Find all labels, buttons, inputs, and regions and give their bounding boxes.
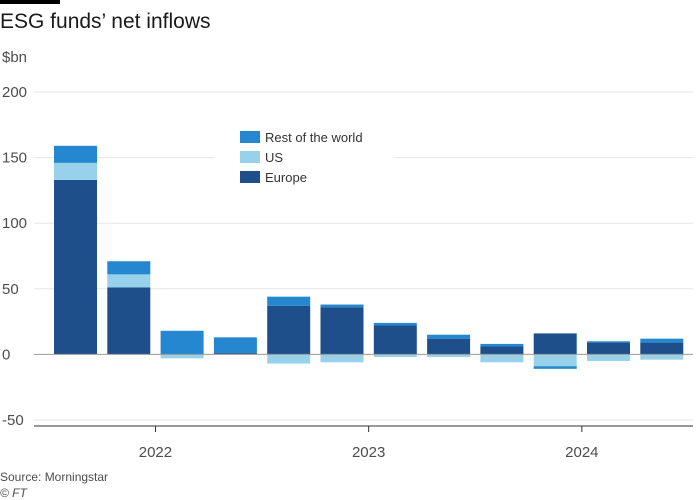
chart-area: -50 0 50 100 150 200 2022 2023 2024 [2, 84, 693, 461]
bar-rest-of-the-world [533, 366, 577, 369]
bar-europe [107, 287, 151, 355]
bar-europe [587, 342, 630, 355]
bar-us [533, 354, 577, 367]
bar-us [427, 354, 471, 358]
bar-us [320, 354, 364, 363]
bar-europe [54, 179, 97, 355]
bar-us [480, 354, 524, 363]
bar-rest-of-the-world [320, 304, 364, 308]
bar-rest-of-the-world [373, 322, 417, 326]
bar-rest-of-the-world [160, 330, 204, 355]
source-note: Source: Morningstar [0, 470, 109, 484]
chart-title: ESG funds’ net inflows [0, 10, 211, 33]
legend-item-us: US [240, 148, 283, 166]
bar-europe [427, 338, 471, 355]
bar-us [267, 354, 311, 364]
legend-label-rest: Rest of the world [265, 129, 363, 145]
y-tick-label: 50 [2, 281, 19, 298]
unit-label: $bn [2, 49, 28, 66]
bar-rest-of-the-world [107, 261, 151, 275]
bar-rest-of-the-world [54, 145, 97, 163]
bar-us [160, 354, 204, 359]
bar-us [107, 274, 151, 288]
bar-europe [640, 342, 684, 355]
bar-europe [267, 305, 311, 355]
legend-item-rest: Rest of the world [240, 128, 363, 146]
bar-europe [480, 346, 524, 355]
bar-rest-of-the-world [587, 341, 630, 343]
legend-item-europe: Europe [240, 168, 307, 186]
legend-swatch-rest [240, 131, 260, 143]
bar-rest-of-the-world [480, 343, 524, 347]
y-tick-label: 100 [2, 215, 27, 232]
bar-us [587, 354, 630, 361]
bar-europe [320, 307, 364, 355]
bar-us [54, 162, 97, 180]
legend-swatch-europe [240, 171, 260, 183]
bar-rest-of-the-world [640, 338, 684, 343]
x-tick-label: 2022 [139, 444, 172, 461]
bar-rest-of-the-world [267, 296, 311, 306]
bar-europe [373, 325, 417, 355]
x-tick-label: 2023 [352, 444, 385, 461]
x-tick-label: 2024 [565, 444, 598, 461]
bar-us [373, 354, 417, 358]
bar-europe [533, 333, 577, 355]
y-tick-label: 200 [2, 84, 27, 101]
bar-us [640, 354, 684, 360]
legend-label-us: US [265, 149, 284, 165]
y-tick-label: -50 [2, 412, 24, 429]
bar-rest-of-the-world [213, 337, 257, 354]
y-tick-label: 150 [2, 150, 27, 167]
chart-legend: Rest of the world US Europe [215, 126, 395, 190]
bar-europe [213, 353, 257, 355]
credit-note: © FT [0, 486, 27, 500]
bar-rest-of-the-world [427, 334, 471, 339]
brand-bar [0, 0, 60, 4]
legend-label-europe: Europe [265, 169, 307, 185]
legend-swatch-us [240, 151, 260, 163]
y-tick-label: 0 [2, 346, 10, 363]
